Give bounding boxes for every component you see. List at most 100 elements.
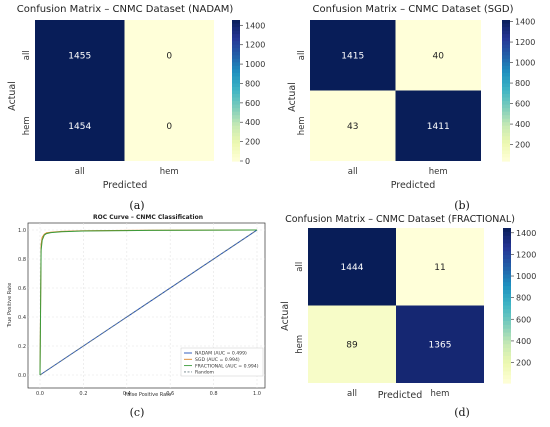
chart-b-colorbar-tick-label: 400 xyxy=(515,120,530,129)
roc-x-tick-label: 0.2 xyxy=(79,391,87,397)
chart-b-colorbar-segment xyxy=(502,55,510,60)
chart-c-plot: 0.0 0.2 0.4 0.6 0.8 1.0 0.0 0.2 0.4 0.6 0.8 1.0 NADA… xyxy=(18,222,266,397)
chart-d-colorbar-segment xyxy=(503,328,511,334)
chart-d-cell xyxy=(308,305,396,383)
roc-y-tick-label: 0.4 xyxy=(18,315,26,321)
chart-b-colorbar-tick-label: 1400 xyxy=(515,18,535,27)
chart-a-y-tick-label: hem xyxy=(22,116,32,135)
chart-a-colorbar-tick-label: 400 xyxy=(245,118,260,127)
chart-d-colorbar-segment xyxy=(503,348,511,353)
chart-b-colorbar-tick-label: 800 xyxy=(515,79,530,88)
chart-b-colorbar-segment xyxy=(502,65,510,70)
chart-d-cell-label: 89 xyxy=(346,340,358,350)
chart-a-cell-label: 0 xyxy=(166,51,172,61)
roc-legend-label: Random xyxy=(195,370,215,376)
chart-d-colorbar-segment xyxy=(503,231,511,237)
chart-a-ylabel: Actual xyxy=(7,81,18,111)
chart-b-cell xyxy=(310,90,396,161)
chart-a-colorbar-segment xyxy=(232,115,240,120)
chart-b-colorbar-segment xyxy=(502,153,510,159)
roc-legend-label: FRACTIONAL (AUC = 0.994) xyxy=(195,363,259,369)
chart-a-heatmap: 1455 0 1454 0 all hem all hem 1400 1200 1000 800 600… xyxy=(22,20,265,177)
roc-y-tick-label: 1.0 xyxy=(18,228,26,234)
chart-b-colorbar-segment xyxy=(502,23,510,28)
chart-d-colorbar-segment xyxy=(503,352,511,357)
chart-b-colorbar-segment xyxy=(502,97,510,102)
roc-x-tick-label: 0.0 xyxy=(36,391,44,397)
caption-b: (b) xyxy=(454,199,470,212)
chart-a-colorbar-tick-label: 800 xyxy=(245,79,260,88)
chart-a-colorbar-segment xyxy=(232,58,240,63)
chart-b-colorbar-segment xyxy=(502,139,510,144)
chart-a-colorbar-segment xyxy=(232,153,240,159)
chart-a-cell xyxy=(35,20,125,91)
chart-a-colorbar-segment xyxy=(232,136,240,141)
chart-a-colorbar-segment xyxy=(232,111,240,116)
chart-a-colorbar-segment xyxy=(232,44,240,49)
chart-a-colorbar-segment xyxy=(232,41,240,46)
chart-d-cell xyxy=(396,305,484,383)
chart-d-colorbar-segment xyxy=(503,367,511,372)
caption-c: (c) xyxy=(129,406,145,419)
chart-b-colorbar-segment xyxy=(502,90,510,95)
chart-b-xlabel: Predicted xyxy=(391,180,436,191)
chart-b-colorbar-segment xyxy=(502,101,510,106)
chart-a-cell-label: 1455 xyxy=(68,51,91,61)
chart-b-cell-label: 1415 xyxy=(341,51,364,61)
chart-d: Confusion Matrix – CNMC Dataset (FRACTIO… xyxy=(280,214,536,401)
chart-a-colorbar-segment xyxy=(232,101,240,106)
chart-d-colorbar-tick-label: 200 xyxy=(516,359,531,368)
chart-a-cell xyxy=(124,90,214,161)
chart-a-colorbar-segment xyxy=(232,30,240,35)
chart-b-colorbar-segment xyxy=(502,122,510,127)
chart-d-colorbar-segment xyxy=(503,344,511,349)
chart-a-colorbar-tick-label: 0 xyxy=(245,157,250,166)
chart-a-colorbar-segment xyxy=(232,132,240,137)
chart-b-colorbar-segment xyxy=(502,143,510,148)
chart-d-colorbar-segment xyxy=(503,228,511,233)
chart-b-y-tick-label: all xyxy=(297,50,307,60)
chart-d-xlabel: Predicted xyxy=(378,390,423,401)
chart-d-colorbar-segment xyxy=(503,278,511,283)
chart-d-x-tick-label: hem xyxy=(431,389,450,399)
chart-b-colorbar-segment xyxy=(502,136,510,141)
chart-a-colorbar-segment xyxy=(232,97,240,102)
chart-a-colorbar-segment xyxy=(232,20,240,25)
chart-a-colorbar-segment xyxy=(232,37,240,42)
chart-d-colorbar-tick-label: 800 xyxy=(516,294,531,303)
chart-b-heatmap: 1415 40 43 1411 all hem all hem 1400 1200 1000 800 6… xyxy=(297,18,535,177)
roc-y-tick-label: 0.6 xyxy=(18,286,26,292)
chart-a-cell-label: 0 xyxy=(166,122,172,132)
chart-a-x-tick-label: hem xyxy=(160,167,179,177)
chart-d-colorbar-segment xyxy=(503,317,511,322)
chart-a-colorbar-segment xyxy=(232,139,240,144)
chart-b-ylabel: Actual xyxy=(287,82,298,112)
chart-d-cell-label: 1444 xyxy=(341,263,364,273)
chart-a-colorbar-segment xyxy=(232,150,240,155)
chart-b-colorbar-segment xyxy=(502,94,510,99)
chart-d-colorbar-segment xyxy=(503,336,511,341)
chart-d-colorbar-segment xyxy=(503,313,511,318)
chart-d-colorbar-segment xyxy=(503,332,511,338)
chart-b-colorbar-segment xyxy=(502,41,510,46)
chart-b-x-tick-label: hem xyxy=(429,167,448,177)
chart-b-colorbar-segment xyxy=(502,108,510,113)
chart-d-ylabel: Actual xyxy=(280,301,291,331)
chart-d-cell xyxy=(396,228,484,306)
chart-a-colorbar-segment xyxy=(232,157,240,162)
chart-d-title: Confusion Matrix – CNMC Dataset (FRACTIO… xyxy=(285,214,515,225)
roc-y-tick-label: 0.2 xyxy=(18,344,26,350)
chart-d-colorbar-segment xyxy=(503,247,511,252)
chart-b-colorbar-segment xyxy=(502,37,510,42)
chart-c-ylabel: True Positive Rate xyxy=(7,283,13,329)
roc-series-random xyxy=(39,229,258,376)
chart-a-colorbar-tick-label: 1200 xyxy=(245,41,265,50)
chart-b-cell xyxy=(395,90,481,161)
chart-d-cell-label: 11 xyxy=(434,263,445,273)
chart-d-colorbar-segment xyxy=(503,324,511,330)
chart-b-colorbar-segment xyxy=(502,76,510,81)
roc-legend-label: NADAM (AUC = 0.499) xyxy=(195,351,247,357)
chart-d-colorbar-segment xyxy=(503,297,511,303)
chart-d-cell-label: 1365 xyxy=(429,340,452,350)
chart-b-colorbar-segment xyxy=(502,79,510,85)
